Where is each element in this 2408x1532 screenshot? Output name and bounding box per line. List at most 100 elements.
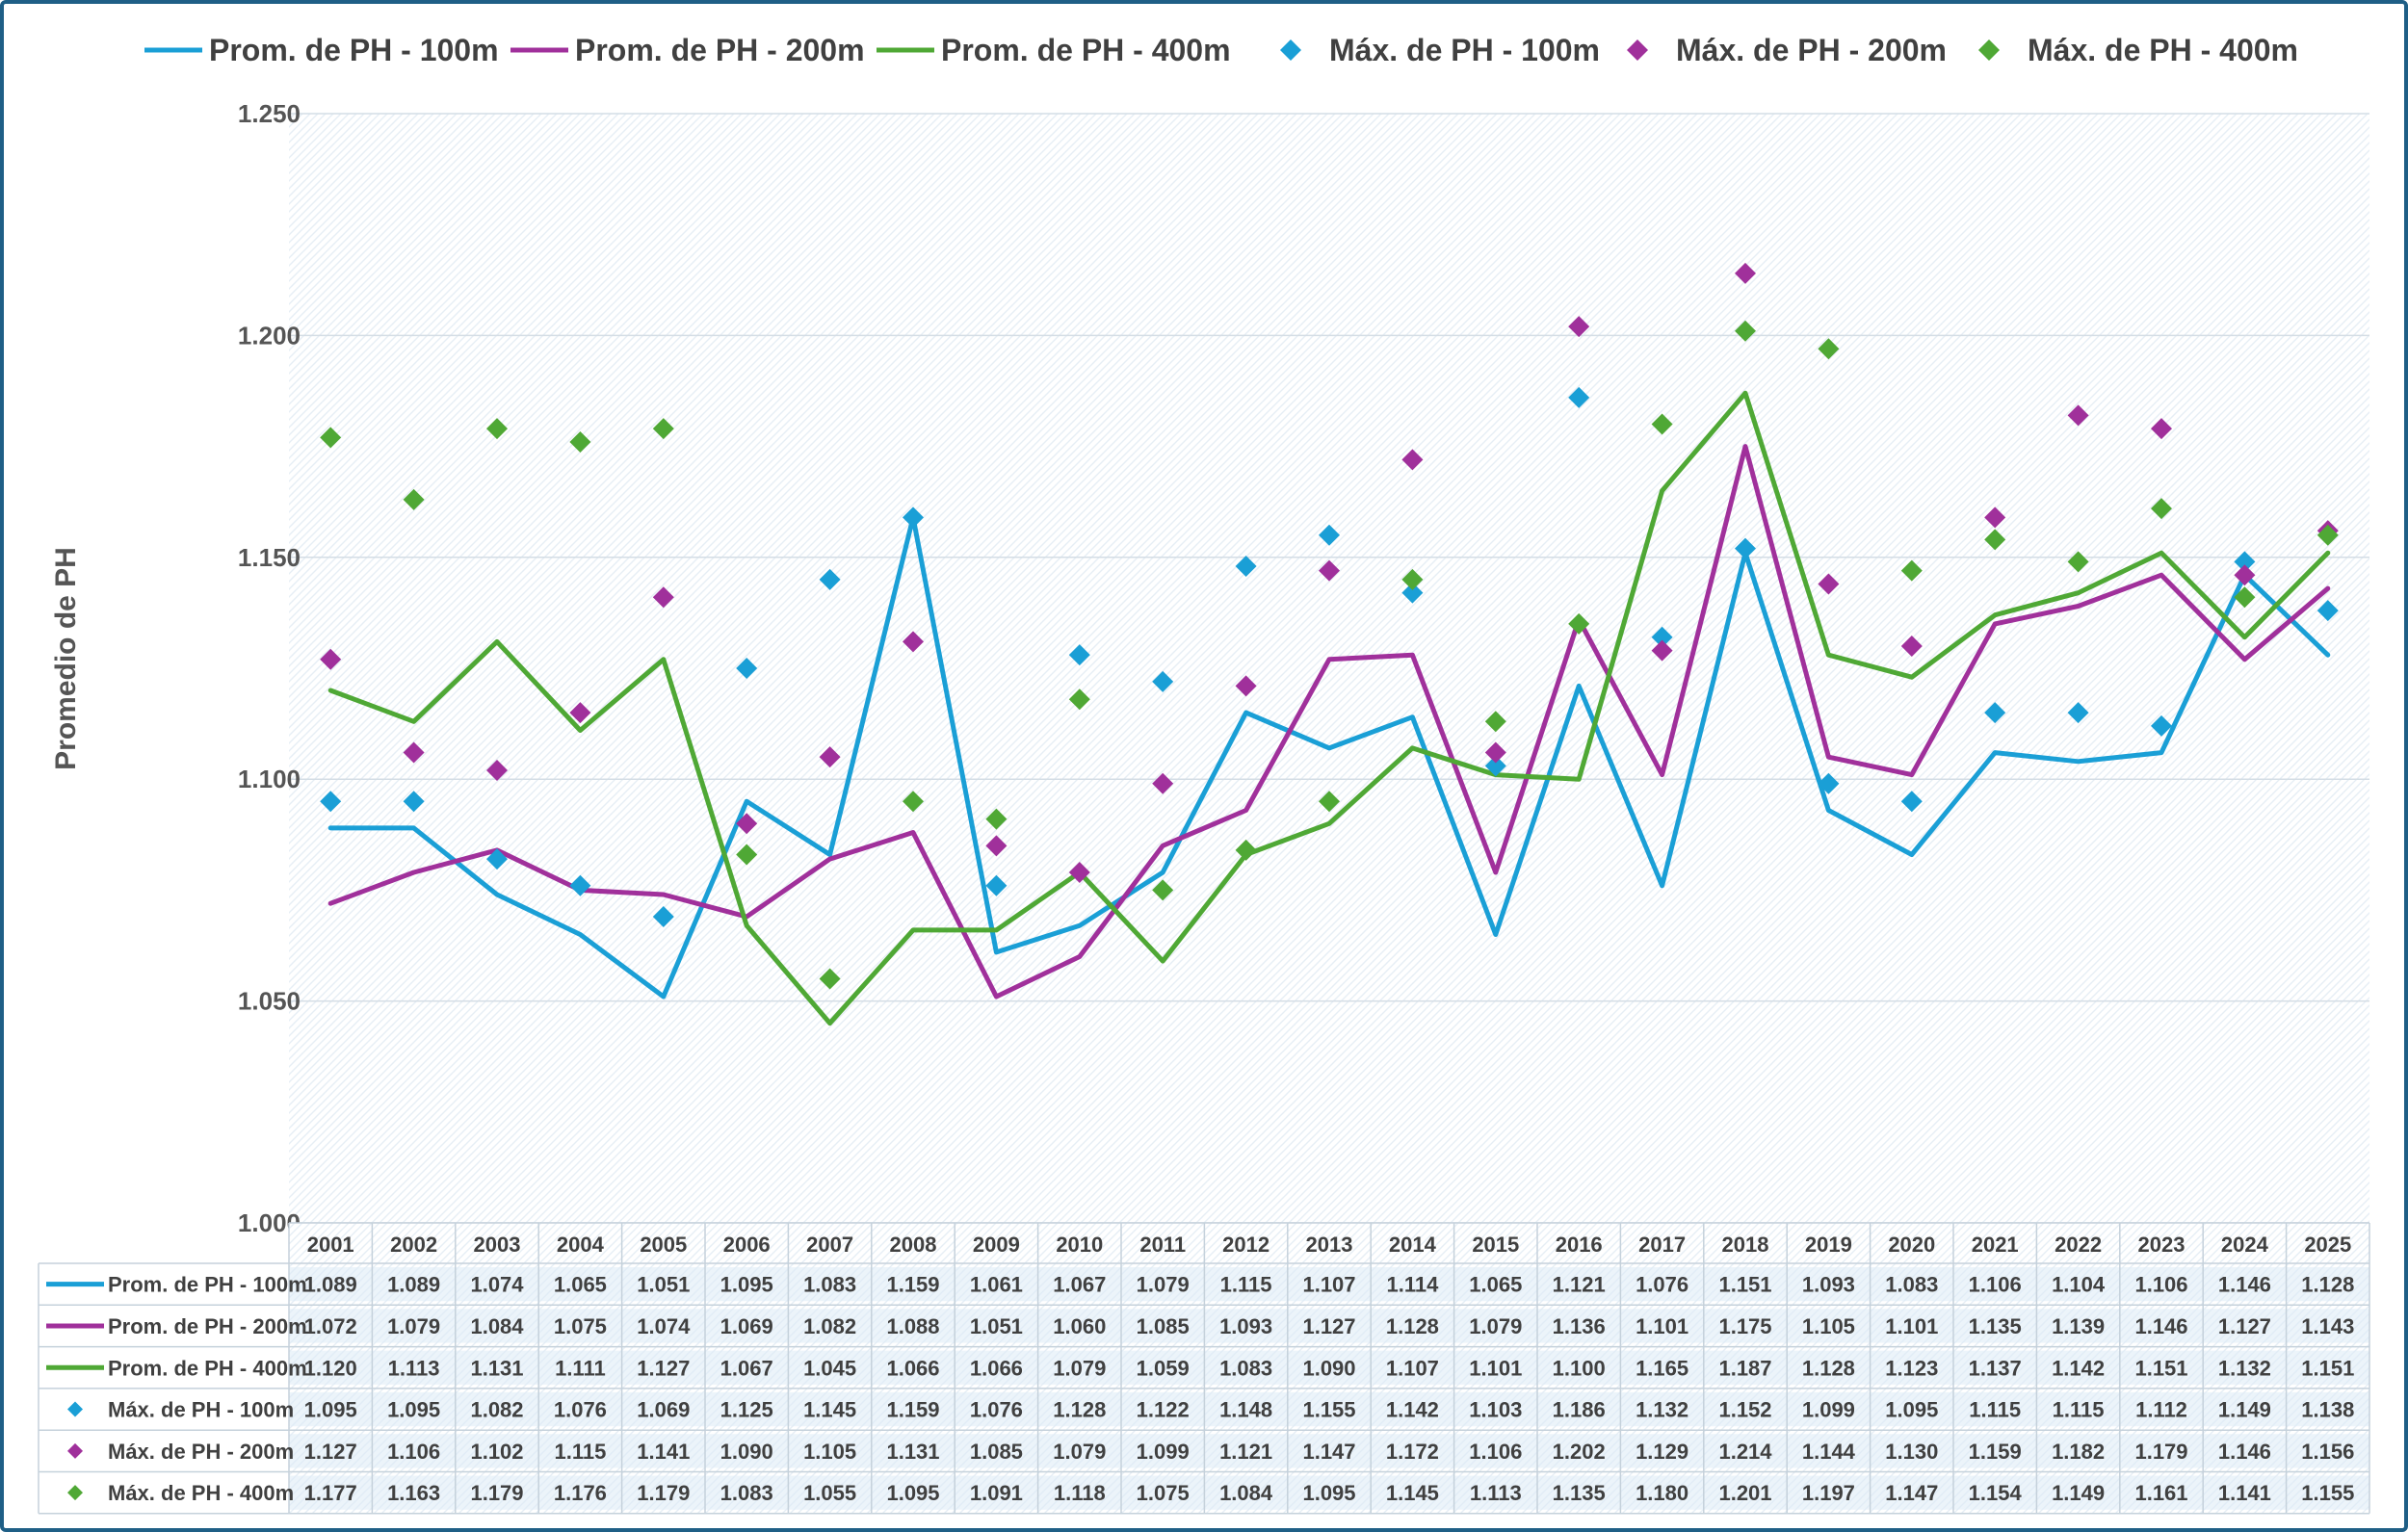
x-tick-label: 2016 [1556,1233,1603,1257]
data-point-marker [1984,529,2006,551]
x-tick-label: 2012 [1222,1233,1269,1257]
data-label: 1.179 [2134,1440,2187,1464]
data-label: 1.152 [1718,1398,1771,1422]
data-table: 2001 2002 2003 2004 2005 2006 2007 2008 2009 2010… [38,1222,2370,1515]
data-label: 1.175 [1718,1314,1771,1338]
data-point-marker [320,427,342,449]
data-point-marker [903,631,924,653]
data-point-marker [2067,702,2089,724]
data-label: 1.079 [1137,1273,1190,1297]
data-label: 1.091 [970,1481,1023,1505]
data-label: 1.069 [637,1398,690,1422]
data-point-marker [985,808,1008,830]
x-tick-label: 2025 [2304,1233,2351,1257]
data-label: 1.051 [637,1273,690,1297]
data-label: 1.145 [803,1398,856,1422]
x-tick-label: 2023 [2138,1233,2186,1257]
x-tick-label: 2020 [1888,1233,1935,1257]
data-point-marker [1984,506,2006,529]
data-point-marker [1068,861,1090,883]
data-point-marker [403,791,425,813]
data-label: 1.121 [1553,1273,1606,1297]
data-label: 1.076 [970,1398,1023,1422]
y-axis-title: Promedio de PH [50,547,82,770]
data-label: 1.114 [1386,1273,1439,1297]
legend-entry: Máx. de PH - 100m [1329,33,1600,67]
data-label: 1.060 [1053,1314,1106,1338]
data-label: 1.103 [1469,1398,1522,1422]
data-label: 1.105 [1802,1314,1855,1338]
data-label: 1.079 [1053,1440,1106,1464]
table-row-band [289,1475,2369,1510]
data-point-marker [2234,586,2256,609]
data-point-marker [819,746,841,768]
x-tick-label: 2009 [973,1233,1020,1257]
x-tick-label: 2024 [2221,1233,2269,1257]
data-label: 1.099 [1137,1440,1190,1464]
data-label: 1.113 [388,1356,440,1380]
data-label: 1.122 [1137,1398,1190,1422]
data-label: 1.148 [1219,1398,1272,1422]
data-label: 1.095 [1885,1398,1938,1422]
data-label: 1.123 [1885,1356,1938,1380]
data-point-marker [819,968,841,990]
data-point-marker [819,568,841,590]
data-point-marker [486,418,508,440]
data-label: 1.093 [1802,1273,1855,1297]
data-point-marker [2316,600,2339,622]
data-label: 1.045 [803,1356,856,1380]
data-point-marker [1484,711,1506,733]
data-label: 1.127 [1302,1314,1355,1338]
legend-entry: Máx. de PH - 400m [2028,33,2298,67]
legend-marker-swatch [1627,39,1648,61]
data-label: 1.085 [1137,1314,1190,1338]
legend-entry: Prom. de PH - 100m [209,33,499,67]
data-point-marker [569,430,591,453]
data-label: 1.089 [387,1273,440,1297]
x-tick-label: 2013 [1306,1233,1353,1257]
data-label: 1.179 [637,1481,690,1505]
data-label: 1.118 [1054,1481,1106,1505]
data-label: 1.090 [1302,1356,1355,1380]
data-label: 1.131 [886,1440,939,1464]
data-label: 1.147 [1885,1481,1938,1505]
data-label: 1.172 [1386,1440,1439,1464]
data-label: 1.136 [1553,1314,1606,1338]
data-label: 1.128 [1053,1398,1106,1422]
data-label: 1.107 [1302,1273,1355,1297]
data-label: 1.055 [803,1481,856,1505]
data-label: 1.106 [387,1440,440,1464]
data-label: 1.083 [1885,1273,1938,1297]
data-point-marker [1568,316,1590,338]
series-line-2 [327,390,2331,1026]
data-label: 1.106 [1969,1273,2022,1297]
data-label: 1.101 [1885,1314,1938,1338]
data-point-marker [1152,772,1174,794]
table-row-band [289,1350,2369,1385]
data-label: 1.151 [1718,1273,1771,1297]
data-label: 1.061 [970,1273,1023,1297]
series-markers [320,262,2339,990]
data-label: 1.079 [387,1314,440,1338]
data-label: 1.104 [2052,1273,2106,1297]
x-tick-label: 2018 [1722,1233,1769,1257]
table-legend-marker [67,1485,83,1501]
data-label: 1.151 [2134,1356,2187,1380]
data-label: 1.176 [554,1481,607,1505]
data-label: 1.120 [304,1356,357,1380]
data-label: 1.186 [1553,1398,1606,1422]
data-label: 1.115 [554,1440,606,1464]
data-label: 1.113 [1470,1481,1522,1505]
data-label: 1.067 [720,1356,773,1380]
data-point-marker [320,791,342,813]
x-tick-label: 2001 [307,1233,354,1257]
data-label: 1.128 [1802,1356,1855,1380]
data-label: 1.093 [1219,1314,1272,1338]
legend: Prom. de PH - 100m Prom. de PH - 200m Prom… [144,33,2298,67]
data-point-marker [736,658,758,679]
data-point-marker [2067,551,2089,573]
data-point-marker [1235,556,1257,578]
data-label: 1.067 [1053,1273,1106,1297]
data-label: 1.214 [1718,1440,1772,1464]
